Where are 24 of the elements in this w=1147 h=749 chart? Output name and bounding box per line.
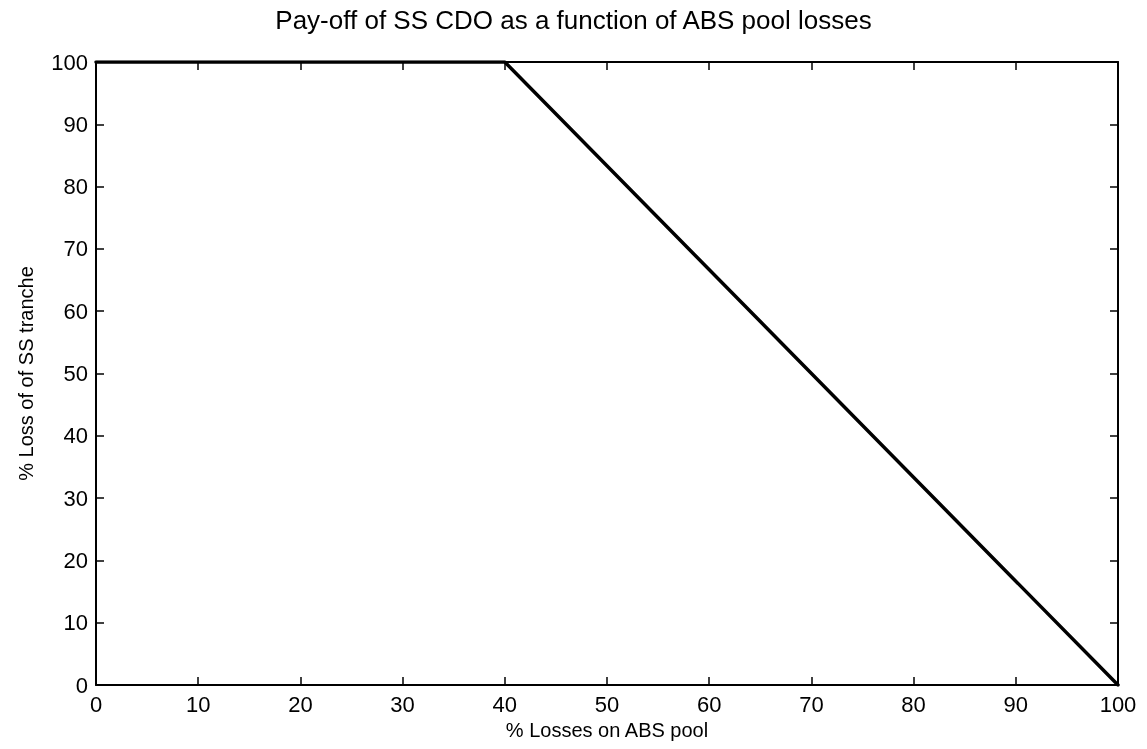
y-tick-label: 30 bbox=[63, 485, 88, 511]
y-tick-label: 0 bbox=[75, 672, 88, 698]
y-tick-label: 70 bbox=[63, 236, 88, 262]
x-tick-label: 90 bbox=[1003, 691, 1029, 717]
y-tick-label: 40 bbox=[63, 423, 88, 449]
x-tick-label: 10 bbox=[185, 691, 211, 717]
y-tick-label: 80 bbox=[63, 174, 88, 200]
x-tick-label: 60 bbox=[696, 691, 722, 717]
x-tick-label: 50 bbox=[594, 691, 620, 717]
y-axis-title: % Loss of of SS tranche bbox=[15, 266, 37, 481]
chart-title: Pay-off of SS CDO as a function of ABS pool losses bbox=[275, 5, 872, 35]
x-tick-label: 100 bbox=[1099, 691, 1137, 717]
x-tick-label: 40 bbox=[492, 691, 518, 717]
y-tick-label: 90 bbox=[63, 111, 88, 137]
x-axis-title: % Losses on ABS pool bbox=[505, 718, 709, 741]
x-tick-label: 30 bbox=[390, 691, 415, 717]
y-tick-label: 20 bbox=[63, 547, 88, 573]
x-tick-label: 80 bbox=[901, 691, 926, 717]
y-tick-label: 10 bbox=[63, 610, 88, 636]
x-tick-label: 20 bbox=[288, 691, 313, 717]
x-tick-label: 70 bbox=[799, 691, 824, 717]
y-tick-label: 50 bbox=[63, 361, 88, 386]
y-tick-label: 100 bbox=[51, 49, 88, 75]
y-tick-label: 60 bbox=[63, 298, 88, 324]
